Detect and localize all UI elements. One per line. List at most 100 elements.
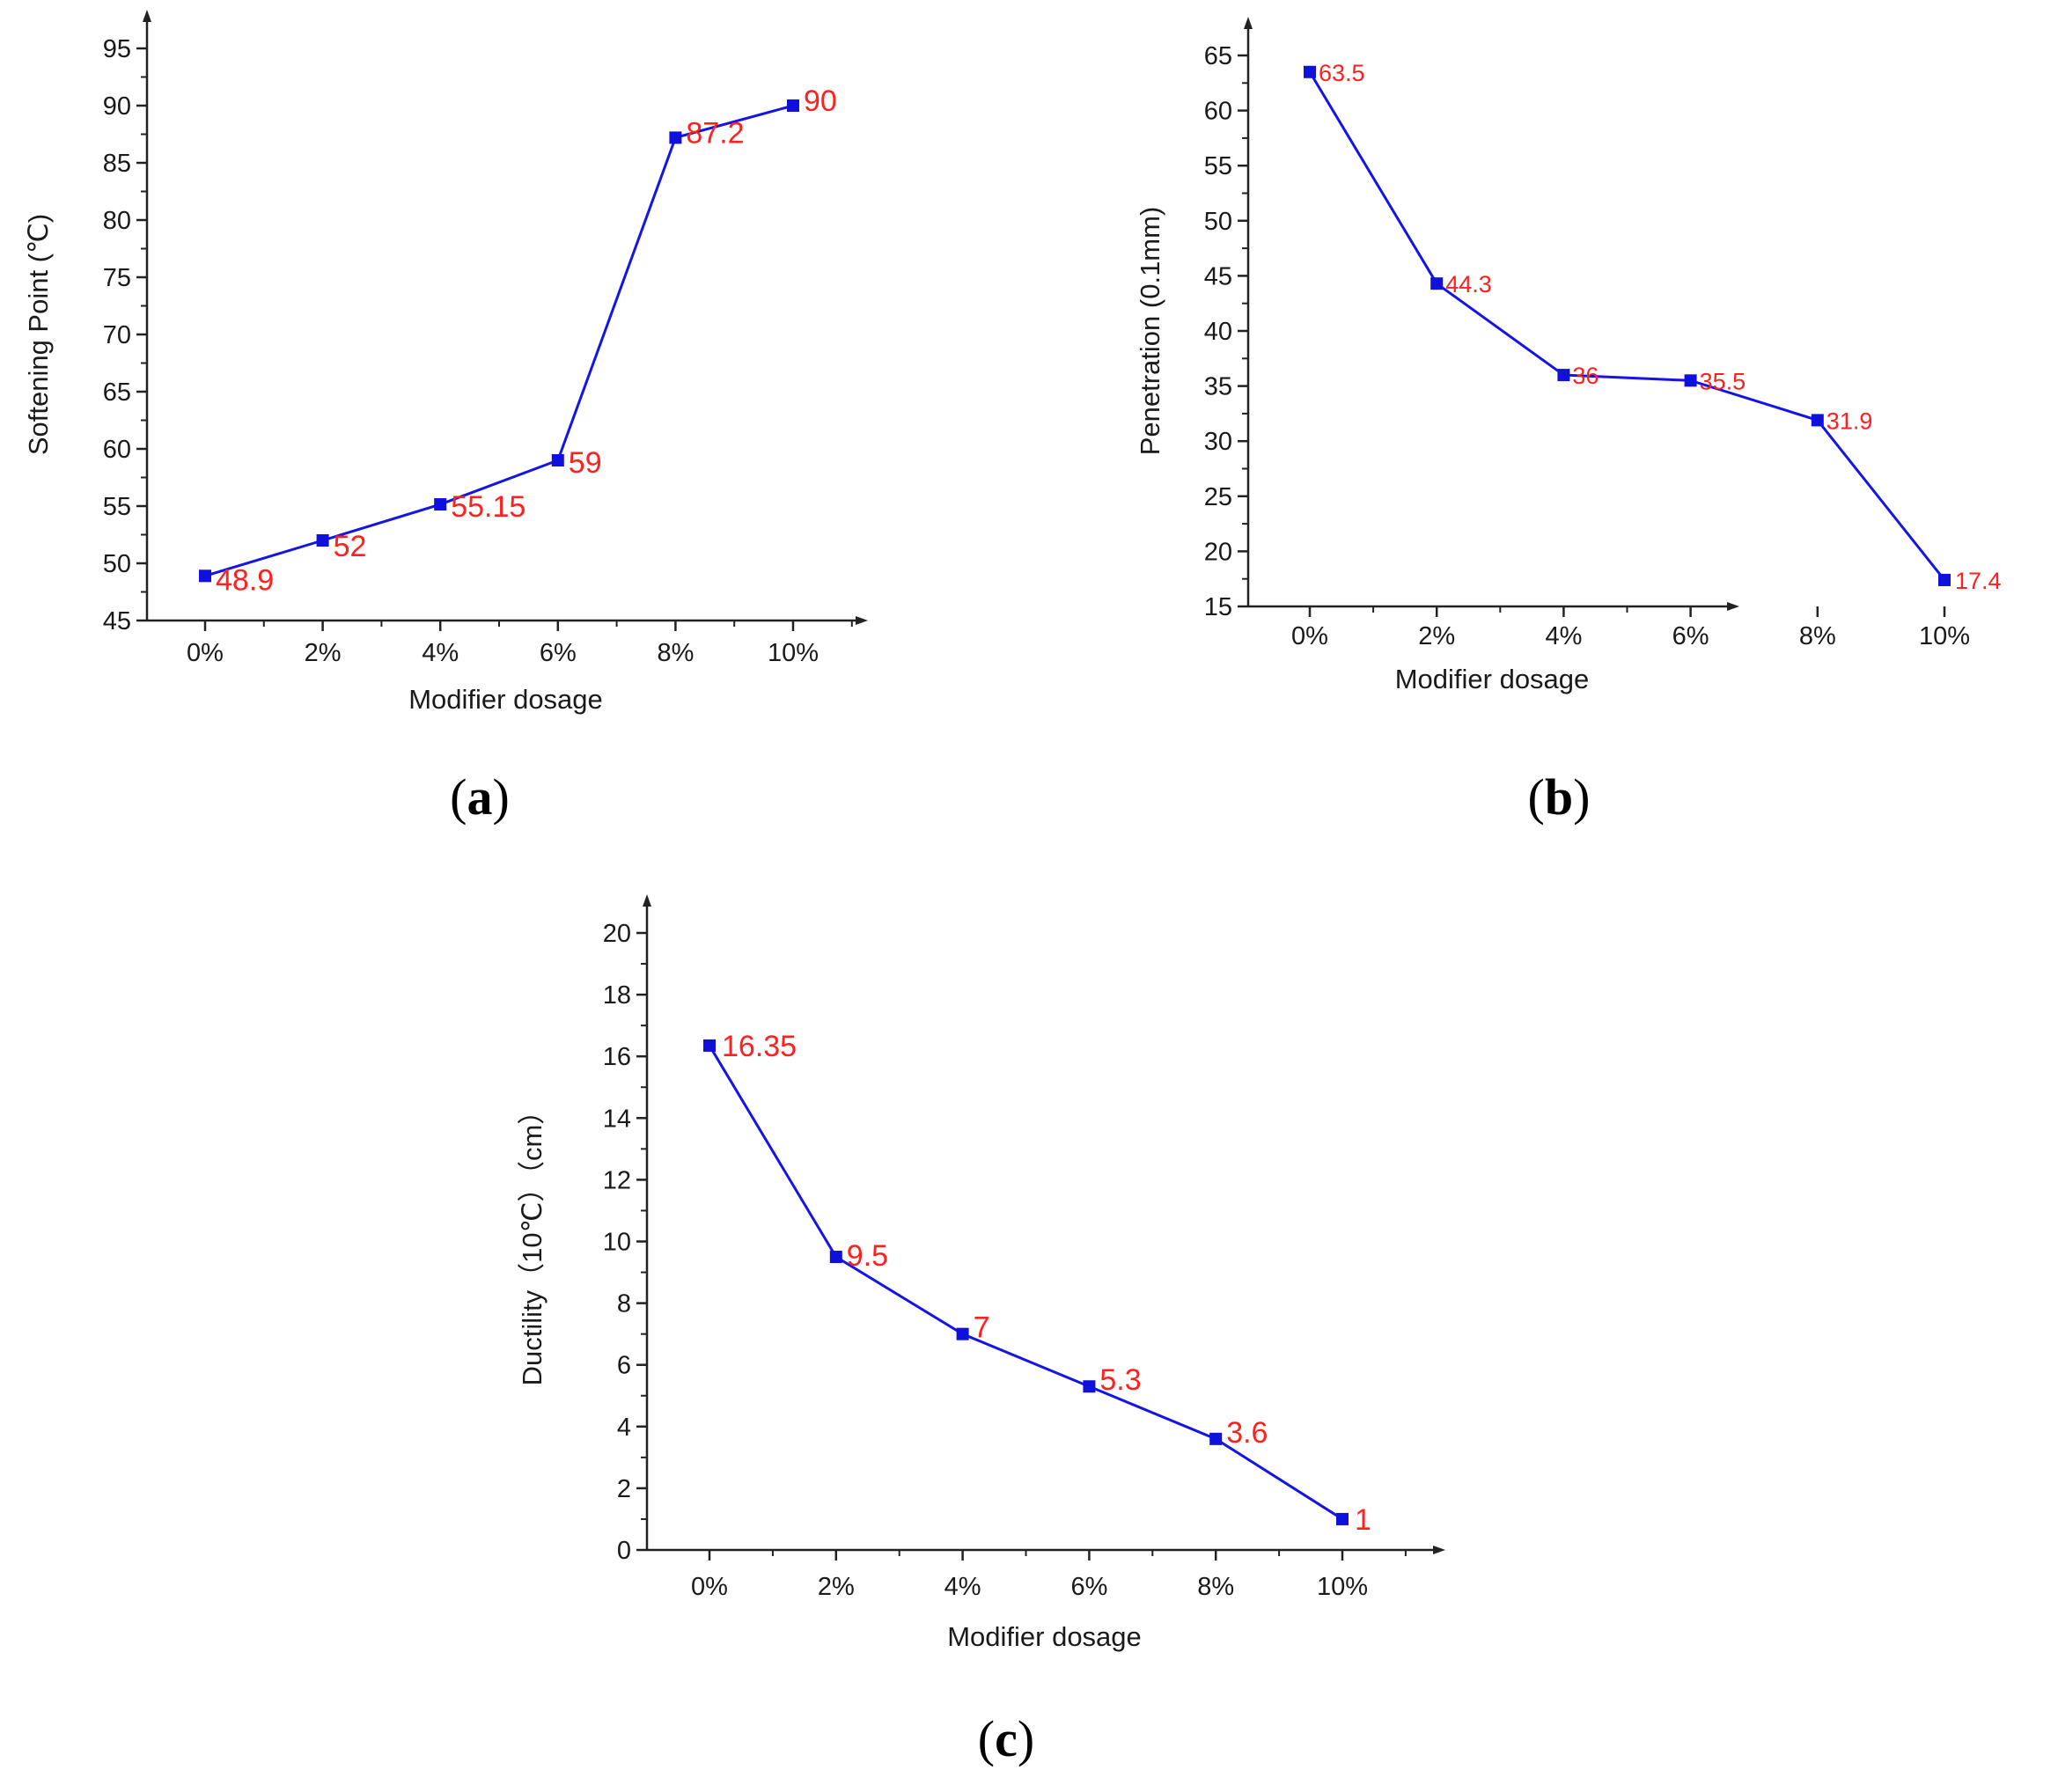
x-tick-label: 8% [1197, 1573, 1234, 1601]
y-axis-arrow [143, 10, 151, 22]
data-label: 3.6 [1226, 1416, 1268, 1450]
y-tick-label: 90 [103, 92, 131, 121]
y-axis-title: Ductility（10℃）（cm） [517, 1098, 548, 1386]
y-tick-label: 12 [603, 1166, 631, 1194]
y-axis-arrow [643, 894, 651, 907]
data-point [1209, 1432, 1223, 1445]
x-axis-arrow [1433, 1546, 1445, 1554]
data-point [1938, 573, 1951, 586]
data-point [551, 454, 564, 466]
data-label: 48.9 [216, 563, 274, 597]
data-label: 59 [569, 446, 602, 480]
y-tick-label: 4 [617, 1414, 631, 1442]
y-tick-label: 20 [1204, 538, 1232, 566]
panel-label-letter: b [1545, 768, 1573, 826]
y-tick-label: 25 [1204, 483, 1232, 511]
x-tick-label: 2% [818, 1573, 855, 1601]
data-label: 31.9 [1826, 408, 1873, 434]
x-tick-label: 6% [1672, 622, 1709, 650]
data-point [1336, 1512, 1349, 1525]
data-label: 52 [334, 530, 367, 563]
data-label: 9.5 [847, 1239, 888, 1273]
y-tick-label: 14 [603, 1105, 631, 1133]
panel-label: (a) [450, 768, 510, 826]
y-tick-label: 55 [1204, 152, 1232, 180]
y-tick-label: 60 [1204, 98, 1232, 126]
x-axis-title: Modifier dosage [1395, 664, 1590, 694]
data-point [1430, 277, 1444, 290]
x-tick-label: 10% [1317, 1573, 1368, 1601]
y-tick-label: 6 [617, 1352, 631, 1380]
data-label: 7 [974, 1311, 990, 1345]
y-tick-label: 8 [617, 1290, 631, 1318]
x-axis-arrow [856, 616, 868, 625]
panel-label-close-paren: ) [1018, 1710, 1034, 1767]
y-tick-label: 75 [103, 264, 131, 292]
y-tick-label: 45 [103, 607, 131, 635]
data-point [1304, 65, 1316, 78]
data-point [956, 1327, 969, 1340]
y-tick-label: 70 [103, 321, 131, 349]
y-tick-label: 16 [603, 1043, 631, 1071]
y-axis-title: Penetration (0.1mm) [1135, 207, 1165, 456]
x-tick-label: 2% [305, 639, 342, 667]
series-line [708, 1045, 1343, 1521]
panel-label-close-paren: ) [1573, 768, 1590, 826]
data-point [1557, 369, 1570, 382]
data-label: 44.3 [1445, 271, 1492, 297]
y-tick-label: 80 [103, 207, 131, 235]
data-point [829, 1251, 842, 1264]
x-tick-label: 10% [768, 639, 819, 667]
x-tick-label: 4% [944, 1573, 981, 1601]
chart-panel-b: 15 20 25 30 35 40 45 50 55 60 65 0% 2% 4% 6% 8% 10% 63.5 4… [1135, 17, 2002, 826]
y-tick-label: 40 [1204, 318, 1232, 346]
panel-label-letter: a [467, 768, 493, 826]
series-line [1308, 71, 1946, 581]
y-tick-label: 20 [603, 920, 631, 948]
data-point [703, 1039, 716, 1052]
data-label: 36 [1572, 363, 1599, 389]
x-tick-label: 8% [1799, 622, 1836, 650]
panel-label: (c) [978, 1710, 1034, 1767]
y-tick-label: 50 [1204, 208, 1232, 236]
x-axis-arrow [1727, 602, 1739, 611]
panel-label-letter: c [995, 1710, 1018, 1767]
y-tick-label: 95 [103, 35, 131, 63]
x-tick-label: 6% [540, 639, 577, 667]
y-tick-label: 65 [1204, 42, 1232, 70]
panel-label-open-paren: ( [1528, 768, 1545, 826]
x-tick-label: 8% [657, 639, 694, 667]
data-label: 35.5 [1700, 368, 1746, 394]
data-point [316, 534, 329, 547]
data-label: 55.15 [451, 490, 526, 524]
x-tick-label: 6% [1070, 1573, 1107, 1601]
data-point [1811, 414, 1824, 427]
data-label: 16.35 [722, 1030, 797, 1063]
data-label: 5.3 [1099, 1363, 1141, 1397]
y-tick-label: 45 [1204, 262, 1232, 290]
x-axis-title: Modifier dosage [947, 1621, 1142, 1652]
y-axis-title: Softening Point (℃) [23, 214, 54, 455]
x-axis-title: Modifier dosage [408, 684, 603, 715]
y-tick-label: 85 [103, 150, 131, 178]
chart-panel-a: 45 50 55 60 65 70 75 80 85 90 95 0% 2% 4% 6% 8% 10% 48.9 5… [23, 10, 868, 826]
y-tick-label: 50 [103, 550, 131, 578]
panel-label-close-paren: ) [493, 768, 510, 826]
data-label: 87.2 [686, 116, 744, 150]
y-tick-label: 18 [603, 981, 631, 1010]
data-point [434, 498, 447, 511]
panel-label: (b) [1528, 768, 1591, 826]
data-point [1083, 1380, 1096, 1393]
panel-label-open-paren: ( [978, 1710, 995, 1767]
y-tick-label: 2 [617, 1475, 631, 1503]
y-tick-label: 60 [103, 436, 131, 464]
x-tick-label: 2% [1418, 622, 1455, 650]
y-tick-label: 10 [603, 1229, 631, 1257]
y-tick-label: 0 [617, 1537, 631, 1565]
y-axis-arrow [1244, 17, 1253, 29]
data-point [199, 569, 211, 583]
x-tick-label: 0% [187, 639, 224, 667]
y-tick-label: 55 [103, 493, 131, 521]
y-tick-label: 15 [1204, 593, 1232, 621]
